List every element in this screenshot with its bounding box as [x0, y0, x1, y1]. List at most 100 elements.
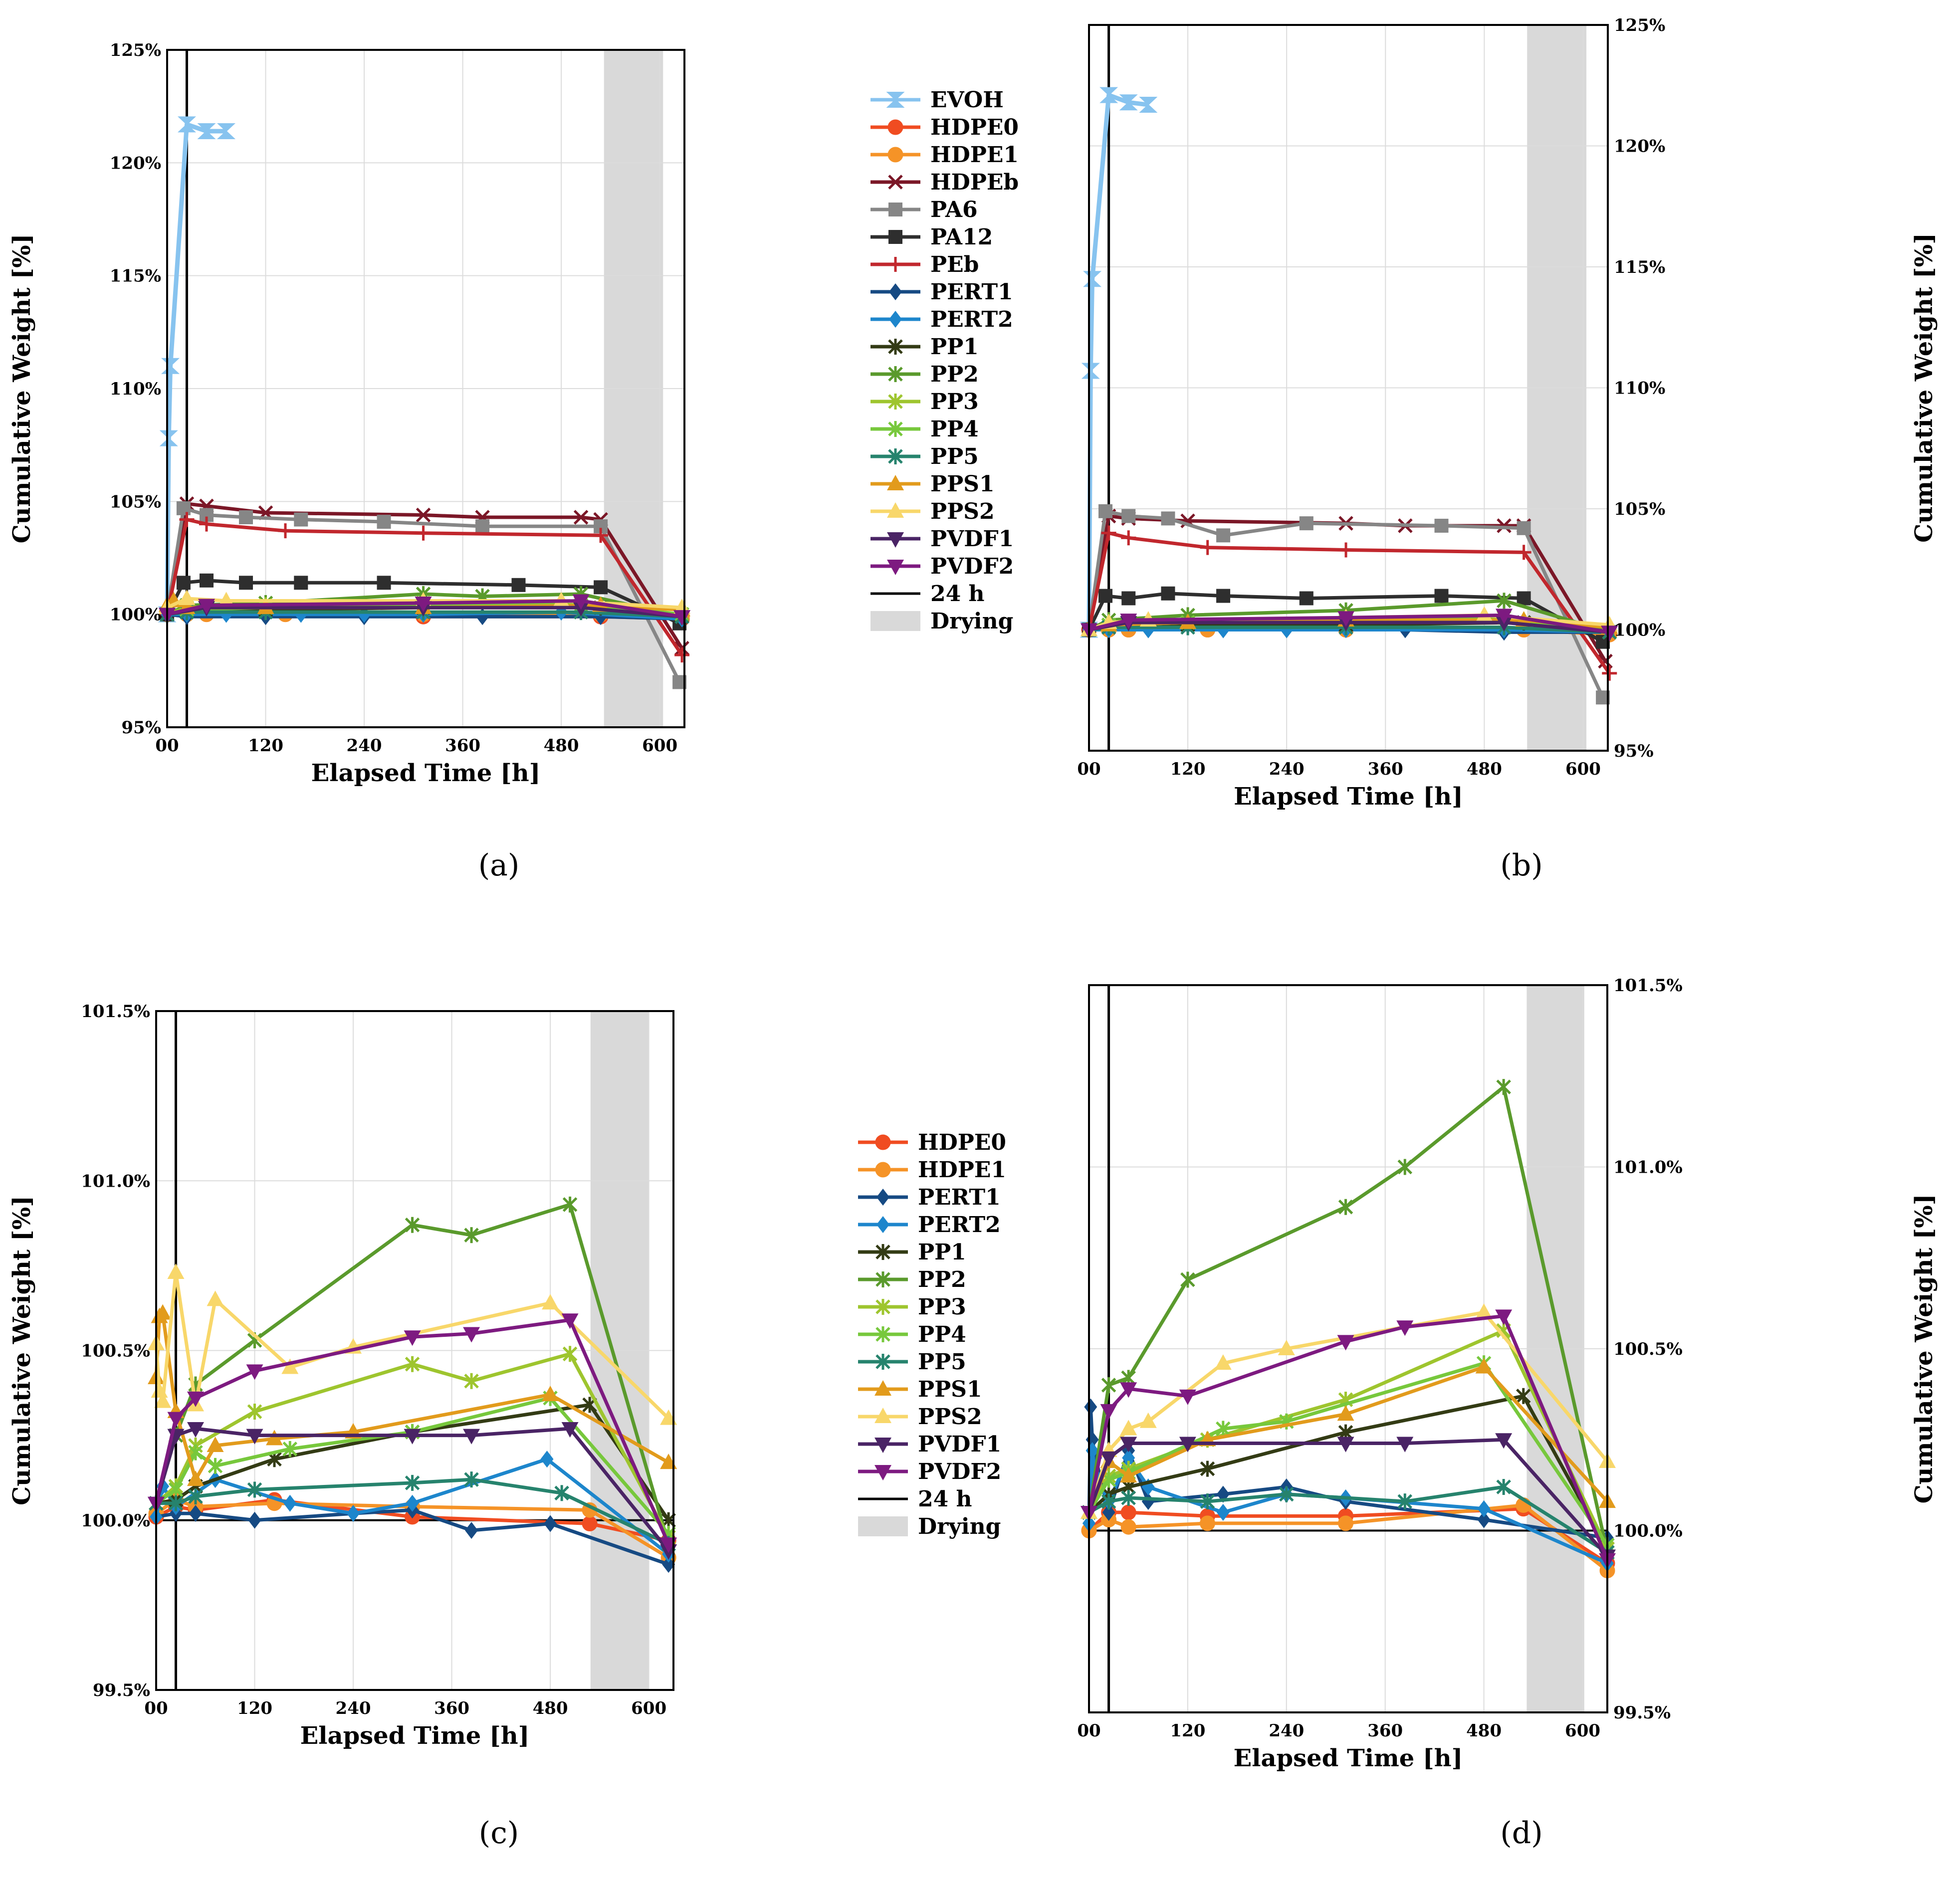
- panel-label: (b): [1500, 848, 1542, 883]
- point-PA12: [594, 580, 608, 595]
- point-PERT1: [662, 1556, 675, 1573]
- legend-swatch-marker: [887, 475, 904, 490]
- point-PP4: [282, 1441, 298, 1457]
- y-tick-label: 125%: [1614, 15, 1665, 35]
- legend-item-PP2: PP2: [871, 362, 979, 387]
- legend-swatch-marker: [876, 1216, 889, 1233]
- legend-swatch-marker: [887, 502, 904, 518]
- legend-swatch-marker: [888, 257, 903, 272]
- x-tick-label: 00: [1077, 1721, 1100, 1741]
- y-tick-label: 120%: [110, 153, 161, 173]
- y-tick-label: 110%: [1614, 379, 1665, 399]
- x-tick-label: 360: [1367, 1721, 1403, 1741]
- point-PP5: [188, 1488, 203, 1505]
- point-PERT1: [544, 1515, 557, 1532]
- legend-label: HDPEb: [930, 170, 1019, 195]
- y-tick-label: 100.0%: [81, 1511, 150, 1531]
- legend-item-PEb: PEb: [871, 252, 979, 277]
- point-HDPEb: [416, 507, 431, 523]
- point-PA6: [475, 519, 490, 534]
- point-PA6: [1121, 509, 1136, 523]
- series-line-PP4: [155, 1396, 670, 1535]
- legend-item-PVDF1: PVDF1: [871, 526, 1014, 552]
- legend-swatch-marker: [875, 1134, 891, 1150]
- legend-item-HDPE1: HDPE1: [871, 142, 1019, 168]
- point-PVDF1: [1396, 1437, 1414, 1453]
- point-PA6: [377, 515, 391, 529]
- point-PP2: [1497, 593, 1512, 609]
- point-PPS1: [1475, 1358, 1493, 1374]
- legend-item-PVDF2: PVDF2: [858, 1459, 1001, 1484]
- point-PPS1: [542, 1385, 559, 1401]
- point-EVOH: [1139, 97, 1158, 113]
- point-PP5: [1121, 1489, 1136, 1506]
- point-PA6: [1161, 511, 1175, 526]
- point-PVDF1: [187, 1422, 205, 1438]
- legend-item-HDPE1: HDPE1: [858, 1157, 1006, 1183]
- x-tick-label: 120: [1170, 1721, 1205, 1741]
- legend-swatch-marker: [887, 560, 904, 575]
- point-PA12: [1098, 589, 1113, 603]
- point-PA12: [294, 576, 308, 590]
- x-tick-label: 480: [1467, 759, 1502, 779]
- legend-label: HDPE0: [930, 115, 1019, 140]
- plot-frame: [1088, 984, 1608, 1713]
- legend-label: Drying: [918, 1514, 1001, 1539]
- point-PVDF1: [561, 1422, 579, 1438]
- y-tick-label: 95%: [1614, 741, 1654, 761]
- x-tick-label: 600: [642, 736, 677, 756]
- legend-item-HDPE0: HDPE0: [871, 115, 1019, 140]
- legend-item-PP1: PP1: [858, 1240, 966, 1265]
- point-PA6: [294, 512, 308, 527]
- point-HDPE0: [582, 1516, 598, 1532]
- point-PVDF2: [1337, 611, 1355, 627]
- legend-swatch-marker: [887, 147, 903, 163]
- chart-panel-2: 00 120 240 360 480 600 99.5% 100.0% 100.5% 101.0%…: [8, 1002, 1006, 1851]
- point-PEb: [1338, 542, 1354, 558]
- point-PP4: [1216, 1421, 1231, 1437]
- y-tick-label: 105%: [110, 492, 161, 512]
- point-EVOH: [1099, 87, 1118, 103]
- x-tick-label: 00: [155, 736, 179, 756]
- legend-swatch-marker: [875, 1162, 891, 1178]
- legend-item-PERT2: PERT2: [871, 307, 1013, 332]
- point-PA6: [176, 501, 191, 515]
- legend-label: PP4: [918, 1322, 966, 1347]
- legend-item-24h: 24 h: [871, 581, 985, 607]
- series-line-EVOH: [1087, 93, 1149, 630]
- point-PP3: [562, 1346, 578, 1362]
- series-line-PP3: [155, 1352, 670, 1538]
- point-EVOH: [177, 116, 197, 133]
- point-PVDF2: [1120, 614, 1137, 629]
- legend-label: PP2: [918, 1267, 966, 1292]
- legend-item-HDPE0: HDPE0: [858, 1130, 1006, 1155]
- point-PVDF1: [1120, 1437, 1137, 1453]
- point-PEb: [593, 528, 609, 543]
- point-PEb: [1121, 530, 1136, 546]
- point-PPS1: [1120, 1467, 1137, 1483]
- point-PP2: [405, 1217, 420, 1233]
- legend-item-HDPEb: HDPEb: [871, 170, 1019, 195]
- legend-swatch-marker: [889, 311, 902, 328]
- y-tick-label: 110%: [110, 379, 161, 399]
- legend-label: PVDF2: [918, 1459, 1001, 1484]
- point-PERT1: [189, 1505, 203, 1522]
- point-HDPEb: [1598, 653, 1613, 669]
- y-axis-label: Cumulative Weight [%]: [1910, 233, 1938, 543]
- legend-item-PP2: PP2: [858, 1267, 966, 1292]
- point-EVOH: [1081, 363, 1100, 379]
- y-tick-label: 100.0%: [1613, 1521, 1683, 1541]
- point-PVDF2: [1396, 1320, 1414, 1336]
- point-PERT2: [347, 1505, 360, 1522]
- legend-label: PPS1: [918, 1377, 982, 1402]
- point-PVDF2: [1179, 1389, 1196, 1405]
- point-PA12: [377, 576, 391, 590]
- point-PA12: [200, 573, 214, 588]
- point-PEb: [1602, 665, 1617, 681]
- legend-item-PP1: PP1: [871, 334, 979, 360]
- legend-label: Drying: [930, 609, 1013, 634]
- legend-swatch-marker: [888, 230, 902, 244]
- point-PA6: [1299, 516, 1313, 531]
- legend-swatch-marker: [888, 366, 903, 382]
- legend-swatch-drying: [858, 1516, 908, 1536]
